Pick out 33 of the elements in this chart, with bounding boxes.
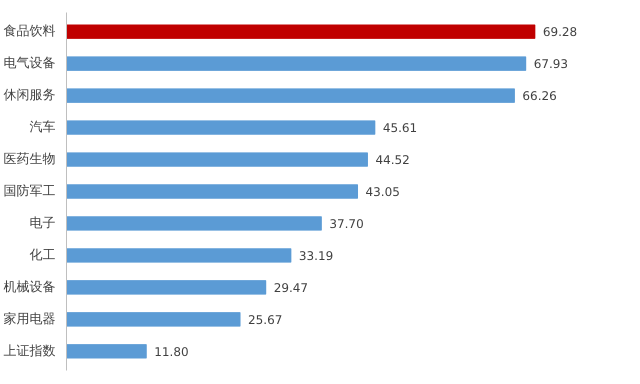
bar bbox=[66, 88, 515, 103]
data-label: 66.26 bbox=[522, 89, 557, 104]
bar bbox=[66, 248, 292, 263]
bar bbox=[66, 312, 241, 327]
data-label: 25.67 bbox=[248, 312, 282, 327]
bar bbox=[66, 216, 322, 231]
y-tick-label: 电子 bbox=[30, 216, 56, 231]
data-label: 67.93 bbox=[534, 57, 568, 72]
y-tick-label: 食品饮料 bbox=[4, 24, 56, 40]
bar bbox=[66, 120, 376, 135]
bar bbox=[66, 24, 536, 39]
bar bbox=[66, 56, 526, 71]
data-label: 45.61 bbox=[382, 121, 418, 136]
bar bbox=[66, 280, 266, 295]
data-label: 44.52 bbox=[375, 153, 410, 168]
y-tick-label: 汽车 bbox=[30, 120, 56, 136]
data-label: 11.80 bbox=[154, 344, 189, 359]
y-tick-label: 化工 bbox=[30, 248, 56, 263]
y-tick-label: 电气设备 bbox=[4, 56, 56, 72]
data-label: 69.28 bbox=[542, 25, 578, 40]
data-label: 33.19 bbox=[298, 248, 334, 263]
y-tick-label: 机械设备 bbox=[4, 280, 56, 295]
bar bbox=[66, 344, 147, 359]
y-tick-label: 上证指数 bbox=[4, 344, 56, 359]
y-tick-label: 家用电器 bbox=[4, 310, 56, 327]
bar bbox=[66, 184, 358, 199]
bar bbox=[66, 152, 368, 167]
data-label: 29.47 bbox=[274, 280, 308, 295]
data-label: 43.05 bbox=[366, 185, 400, 199]
y-tick-label: 休闲服务 bbox=[4, 88, 56, 104]
data-label: 37.70 bbox=[329, 216, 364, 231]
y-tick-label: 国防军工 bbox=[4, 184, 56, 199]
y-tick-label: 医药生物 bbox=[4, 152, 56, 168]
